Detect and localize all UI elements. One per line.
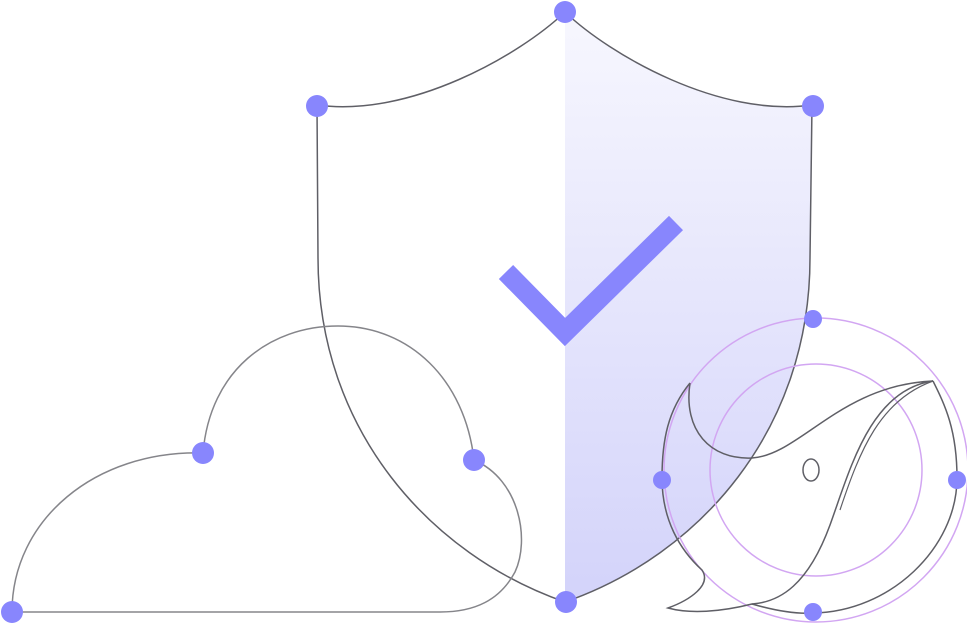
- node-dot: [804, 310, 822, 328]
- speech-bubble-icon: [661, 380, 958, 614]
- node-dot: [306, 95, 328, 117]
- node-dot: [192, 442, 214, 464]
- speech-bubble-outline: [661, 380, 958, 614]
- node-dot: [555, 591, 577, 613]
- node-dot: [554, 1, 576, 23]
- swoosh-inner: [839, 380, 934, 511]
- cloud-icon: [11, 325, 523, 613]
- node-dot: [804, 603, 822, 621]
- node-dot: [653, 471, 671, 489]
- checkmark-icon: [498, 215, 684, 347]
- node-dot: [948, 471, 966, 489]
- node-dot: [802, 95, 824, 117]
- bubble-eye: [802, 458, 820, 482]
- shield-right-fill: [565, 12, 812, 602]
- node-dot: [463, 449, 485, 471]
- ring-inner: [709, 363, 923, 577]
- shield-icon: [316, 10, 813, 603]
- node-dot: [1, 601, 23, 623]
